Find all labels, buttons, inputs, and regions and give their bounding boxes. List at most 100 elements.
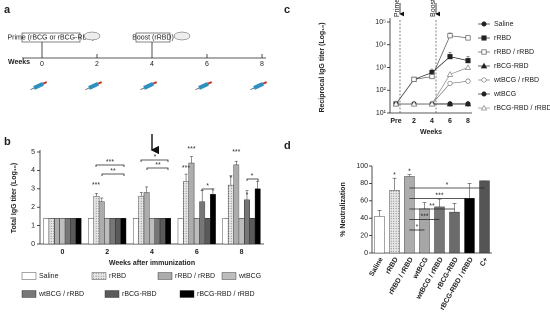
- bar: [222, 218, 229, 245]
- y-tick-label: 40: [360, 215, 368, 222]
- marker: [447, 101, 453, 107]
- bar-hatch: [434, 206, 445, 253]
- significance: **: [110, 168, 116, 175]
- syringe-part: [195, 87, 200, 91]
- x-tick-label: 0: [60, 249, 64, 256]
- marker: [481, 21, 487, 27]
- bar-hatch: [99, 201, 105, 244]
- legend-swatch: [179, 290, 195, 298]
- significance: *: [416, 224, 419, 231]
- y-tick-label: 10⁵: [375, 19, 386, 26]
- bar: [374, 216, 385, 254]
- significance: *: [393, 172, 396, 179]
- bar: [210, 194, 216, 245]
- bar: [479, 180, 490, 254]
- bar-hatch: [109, 218, 116, 244]
- legend-label: wtBCG: [238, 273, 261, 280]
- marker: [481, 49, 487, 55]
- x-tick-label: 6: [195, 249, 199, 256]
- marker: [465, 35, 471, 41]
- timeline-box: [21, 32, 81, 43]
- bar-hatch: [188, 163, 195, 244]
- y-tick-label: 0: [364, 250, 368, 257]
- significance: *: [206, 183, 209, 190]
- marker: [481, 35, 487, 41]
- significance: *: [446, 182, 449, 189]
- marker: [410, 100, 418, 107]
- significance: ***: [182, 165, 190, 172]
- bar: [104, 218, 111, 245]
- panel-label: d: [284, 140, 291, 152]
- syringe-part: [30, 87, 35, 91]
- legend-label: Saline: [39, 273, 59, 280]
- bar-hatch: [183, 181, 189, 244]
- bar-hatch: [228, 185, 234, 244]
- syringe-icon: [85, 81, 103, 91]
- significance: ***: [106, 159, 114, 166]
- bar: [132, 218, 139, 245]
- y-tick-label: 1: [31, 222, 35, 229]
- bar-hatch: [389, 190, 400, 253]
- bar: [88, 218, 94, 245]
- syringe-icon: [195, 81, 213, 91]
- legend-label: rBCG-RBD / rRBD: [494, 105, 550, 112]
- marker: [481, 91, 487, 97]
- y-tick-label: 10⁴: [375, 42, 386, 49]
- bar: [165, 218, 172, 245]
- y-tick-label: 4: [31, 167, 35, 174]
- bar: [59, 218, 66, 245]
- legend-label: wtBCG / rRBD: [493, 77, 539, 84]
- marker: [411, 76, 417, 82]
- legend-label: rBCG-RBD: [494, 63, 529, 70]
- panel-label: b: [4, 136, 11, 148]
- y-tick-label: 0: [31, 241, 35, 248]
- significance: *: [251, 173, 254, 180]
- bar-hatch: [54, 218, 60, 244]
- bar: [149, 218, 155, 245]
- significance: *: [154, 154, 157, 161]
- bar: [159, 218, 166, 245]
- y-tick-label: 5: [31, 149, 35, 156]
- significance: ***: [232, 149, 240, 156]
- x-tick-label: Pre: [390, 118, 401, 125]
- x-tick-label: rRBD: [385, 256, 400, 275]
- significance-bracket: [146, 167, 169, 170]
- syringe-part: [42, 81, 48, 85]
- syringe-part: [250, 87, 255, 91]
- x-tick-label: 4: [150, 249, 154, 256]
- marker: [447, 33, 453, 39]
- x-tick-label: 4: [430, 118, 434, 125]
- series-line: [396, 80, 469, 105]
- legend-hatch: [158, 272, 172, 280]
- timeline-week: 0: [40, 61, 44, 68]
- syringe-part: [253, 81, 264, 90]
- legend-label: wtBCG / rRBD: [38, 291, 84, 298]
- significance: *: [408, 169, 411, 176]
- legend-hatch: [22, 290, 36, 298]
- legend-hatch: [92, 272, 106, 280]
- y-axis-label: Total IgG titer (Log₁₀): [11, 163, 18, 233]
- bar: [464, 197, 475, 254]
- syringe-part: [207, 81, 213, 85]
- x-axis-label: Weeks: [420, 129, 442, 136]
- x-axis-label: Weeks after immunization: [109, 260, 195, 267]
- syringe-part: [262, 81, 268, 85]
- x-tick-label: Saline: [368, 256, 384, 277]
- timeline-box-label: Prime (rBCG or rBCG-RBD): [7, 35, 94, 42]
- y-tick-label: 20: [360, 232, 368, 239]
- significance-bracket: [101, 173, 125, 176]
- y-tick-label: 10³: [376, 64, 387, 71]
- marker: [480, 104, 488, 111]
- syringe-part: [88, 81, 99, 90]
- panel-label: a: [4, 4, 11, 16]
- syringe-part: [143, 81, 154, 90]
- marker: [428, 100, 436, 107]
- legend-swatch: [221, 272, 237, 280]
- bar: [115, 218, 121, 245]
- legend-label: rBCG-RBD / rRBD: [197, 291, 255, 298]
- significance: ***: [435, 192, 443, 199]
- bar: [43, 218, 50, 245]
- bar-hatch: [65, 218, 71, 244]
- bar: [177, 218, 184, 245]
- significance-bracket: [201, 188, 214, 191]
